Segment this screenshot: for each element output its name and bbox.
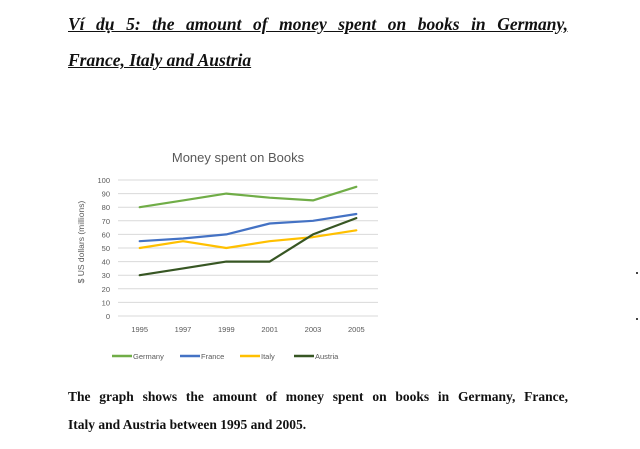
caption-line-1: The graph shows the amount of money spen… <box>68 389 568 404</box>
y-tick-label: 100 <box>97 176 110 185</box>
legend-label-austria: Austria <box>315 352 339 361</box>
x-tick-label: 1999 <box>218 325 235 334</box>
y-tick-label: 90 <box>102 190 110 199</box>
y-tick-label: 50 <box>102 244 110 253</box>
y-axis-label: $ US dollars (millions) <box>76 201 86 284</box>
x-tick-label: 2001 <box>261 325 278 334</box>
y-tick-label: 20 <box>102 285 110 294</box>
y-tick-label: 30 <box>102 271 110 280</box>
edge-mark <box>636 272 638 274</box>
series-line-austria <box>138 216 358 277</box>
x-tick-label: 1995 <box>131 325 148 334</box>
chart-title: Money spent on Books <box>172 150 305 165</box>
x-tick-label: 2005 <box>348 325 365 334</box>
y-tick-label: 0 <box>106 312 110 321</box>
heading-line-2: France, Italy and Austria <box>68 50 252 70</box>
y-tick-label: 60 <box>102 230 110 239</box>
y-tick-label: 80 <box>102 203 110 212</box>
edge-mark <box>636 318 638 320</box>
legend-label-italy: Italy <box>261 352 275 361</box>
caption-line-2: Italy and Austria between 1995 and 2005. <box>68 417 307 432</box>
x-tick-label: 2003 <box>305 325 322 334</box>
page-heading: Ví dụ 5: the amount of money spent on bo… <box>68 6 568 78</box>
chart-svg: Money spent on Books 0 10 20 30 40 50 60 70 80 90 1… <box>76 150 378 361</box>
x-tick-label: 1997 <box>175 325 192 334</box>
series-line-france <box>138 212 358 243</box>
legend-label-france: France <box>201 352 224 361</box>
y-tick-label: 40 <box>102 258 110 267</box>
chart-caption: The graph shows the amount of money spen… <box>68 383 568 439</box>
legend-label-germany: Germany <box>133 352 164 361</box>
y-tick-label: 10 <box>102 298 110 307</box>
line-chart: Money spent on Books 0 10 20 30 40 50 60 70 80 90 1… <box>72 140 392 370</box>
heading-line-1: Ví dụ 5: the amount of money spent on bo… <box>68 14 568 34</box>
series-line-italy <box>138 229 358 250</box>
series-line-germany <box>138 185 358 209</box>
y-tick-label: 70 <box>102 217 110 226</box>
